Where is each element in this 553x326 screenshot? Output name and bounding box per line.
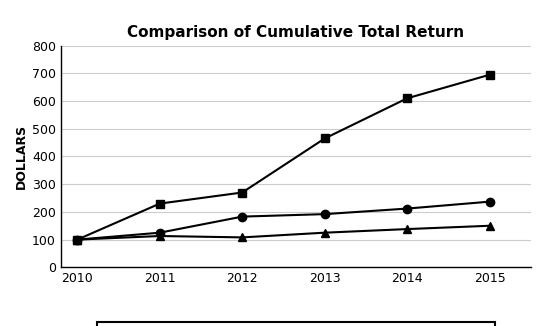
S&P 500 Restaurants Index (404, 207, 410, 211)
NYSE Composite Index (486, 224, 493, 228)
NYSE Composite Index (321, 231, 328, 235)
Legend: Krispy Kreme Doughnuts, Inc., NYSE Composite Index, S&P 500 Restaurants Index: Krispy Kreme Doughnuts, Inc., NYSE Compo… (97, 322, 495, 326)
Title: Comparison of Cumulative Total Return: Comparison of Cumulative Total Return (127, 25, 465, 40)
S&P 500 Restaurants Index (239, 215, 246, 218)
Krispy Kreme Doughnuts, Inc. (239, 190, 246, 194)
Krispy Kreme Doughnuts, Inc. (404, 96, 410, 100)
Krispy Kreme Doughnuts, Inc. (156, 201, 163, 205)
S&P 500 Restaurants Index (321, 212, 328, 216)
NYSE Composite Index (404, 227, 410, 231)
Krispy Kreme Doughnuts, Inc. (486, 73, 493, 77)
Krispy Kreme Doughnuts, Inc. (74, 238, 81, 242)
Line: S&P 500 Restaurants Index: S&P 500 Restaurants Index (73, 198, 494, 244)
Krispy Kreme Doughnuts, Inc. (321, 137, 328, 141)
Line: NYSE Composite Index: NYSE Composite Index (73, 222, 494, 244)
S&P 500 Restaurants Index (74, 238, 81, 242)
NYSE Composite Index (239, 235, 246, 239)
Y-axis label: DOLLARS: DOLLARS (15, 124, 28, 189)
NYSE Composite Index (156, 234, 163, 238)
NYSE Composite Index (74, 238, 81, 242)
S&P 500 Restaurants Index (486, 200, 493, 204)
Line: Krispy Kreme Doughnuts, Inc.: Krispy Kreme Doughnuts, Inc. (73, 70, 494, 244)
S&P 500 Restaurants Index (156, 231, 163, 235)
